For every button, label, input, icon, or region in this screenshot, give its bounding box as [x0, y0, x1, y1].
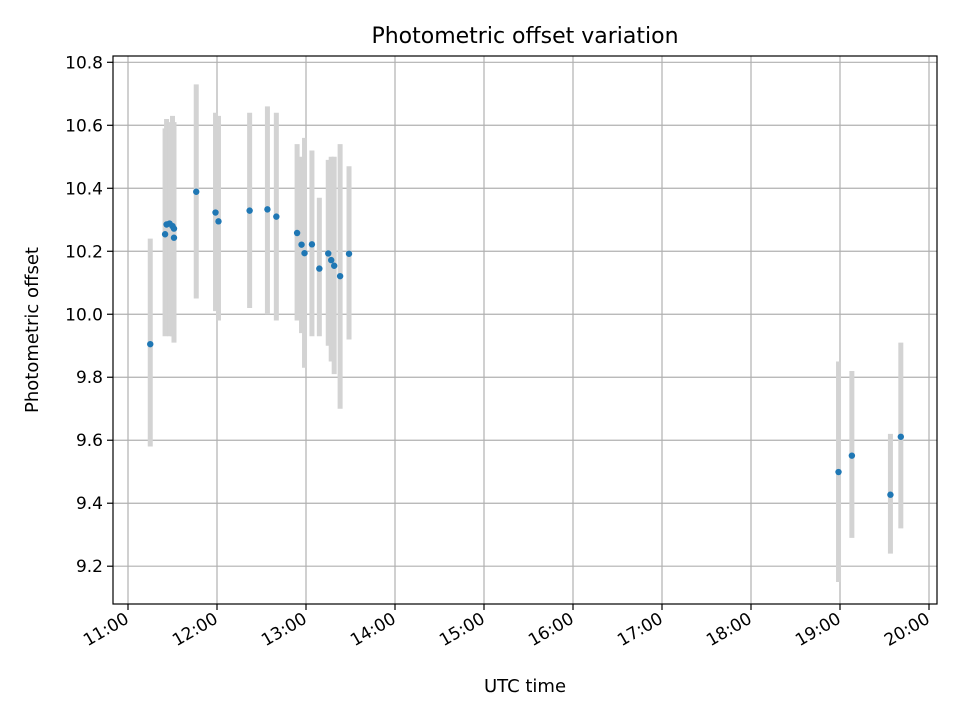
data-point [264, 206, 271, 213]
data-point [308, 241, 316, 248]
y-tick-label: 9.6 [76, 431, 103, 451]
data-point [325, 250, 332, 257]
chart-title: Photometric offset variation [371, 24, 678, 49]
data-point [215, 218, 222, 225]
y-tick-label: 9.2 [76, 557, 103, 577]
y-tick-label: 10.4 [65, 179, 103, 199]
data-point [170, 234, 178, 241]
data-point [147, 340, 154, 348]
data-point [345, 250, 353, 257]
data-point [897, 433, 905, 440]
y-tick-label: 10.2 [65, 242, 103, 262]
data-point [273, 213, 280, 220]
y-tick-label: 10.8 [65, 53, 103, 73]
data-point [330, 262, 338, 269]
y-tick-label: 10.0 [65, 305, 103, 325]
plot-frame [112, 55, 938, 605]
data-point [161, 231, 169, 238]
data-point [170, 225, 178, 232]
x-axis-label: UTC time [484, 676, 566, 697]
data-point [301, 249, 308, 257]
data-point [887, 491, 894, 498]
data-point [328, 256, 335, 264]
data-point [848, 452, 856, 459]
data-point [336, 272, 344, 280]
data-point [298, 241, 305, 248]
y-tick-label: 10.6 [65, 116, 103, 136]
y-axis-label: Photometric offset [22, 247, 43, 413]
y-tick-label: 9.8 [76, 368, 103, 388]
data-point [316, 265, 323, 272]
data-point [212, 209, 219, 216]
y-tick-label: 9.4 [76, 494, 103, 514]
data-point [246, 207, 253, 214]
data-point [193, 188, 200, 195]
data-points [147, 188, 905, 498]
data-point [293, 229, 301, 237]
data-point [835, 468, 842, 476]
